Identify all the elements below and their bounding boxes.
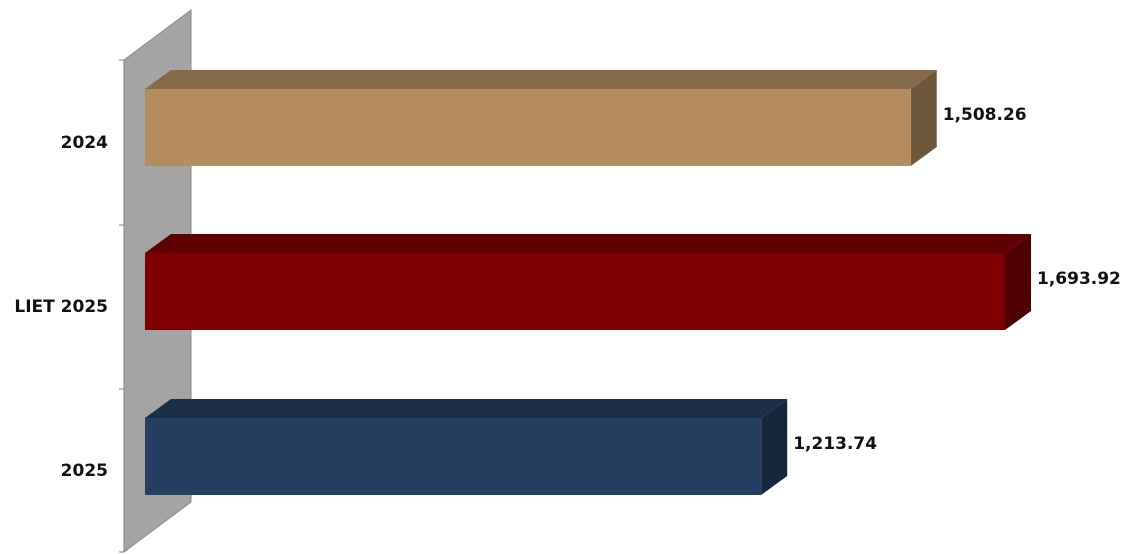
- value-label: 1,693.92: [1037, 269, 1121, 289]
- bar: [145, 234, 1031, 330]
- category-label: 2024: [61, 133, 108, 153]
- bar-top-face: [145, 234, 1031, 253]
- bar-side-face: [761, 399, 788, 495]
- bar-front-face: [145, 253, 1005, 330]
- bar-top-face: [145, 399, 788, 418]
- bar-front-face: [145, 418, 762, 495]
- bar-side-face: [910, 70, 937, 166]
- bar-top-face: [145, 70, 937, 89]
- bar-side-face: [1005, 234, 1031, 330]
- value-label: 1,213.74: [793, 434, 877, 454]
- category-label: 2025: [61, 461, 108, 481]
- category-label: LIET 2025: [14, 297, 108, 317]
- bar: [145, 399, 788, 495]
- value-label: 1,508.26: [943, 105, 1027, 125]
- bar: [145, 70, 937, 166]
- bars-group: [145, 70, 1031, 495]
- bar-front-face: [145, 89, 911, 166]
- labels-group: 2024 1,508.26 LIET 2025 1,693.92 2025 1,213.7…: [14, 105, 1121, 481]
